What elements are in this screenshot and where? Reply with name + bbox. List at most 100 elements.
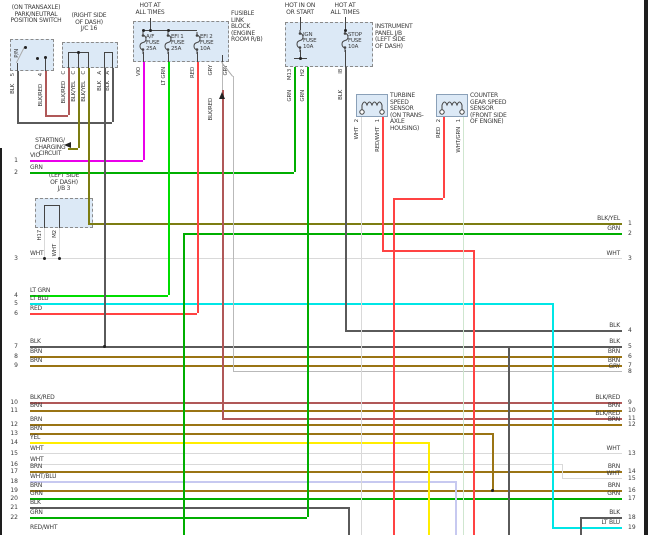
page-border: [0, 148, 2, 535]
left-row-number: 6: [14, 310, 18, 317]
junction-dot: [148, 28, 152, 32]
component-label: (RIGHT SIDE OF DASH) J/C 16: [71, 12, 107, 33]
component-label: (ON TRANSAXLE) PARK/NEUTRAL POSITION SWI…: [10, 4, 62, 25]
left-row-number: 8: [14, 353, 18, 360]
wire-pin-label: C: [81, 71, 87, 75]
left-row-number: 3: [14, 255, 18, 262]
left-row-number: 19: [10, 487, 18, 494]
junction-dot: [141, 28, 145, 32]
wire-pin-label: WHT/GRN: [456, 127, 462, 153]
junction-dot: [57, 256, 61, 260]
left-row-number: 13: [10, 430, 18, 437]
right-wire-label: BLK: [609, 509, 620, 516]
wire-segment: [30, 258, 622, 259]
fuse-icon: [296, 30, 304, 52]
wire-segment: [382, 117, 384, 250]
wire-segment: [30, 433, 492, 435]
left-wire-label: GRN: [30, 164, 43, 171]
wire-segment: [30, 517, 307, 519]
wire-segment: [45, 57, 46, 71]
right-row-number: 7: [628, 362, 632, 369]
fuse-icon: [164, 32, 172, 54]
junction-dot: [23, 45, 27, 49]
component-label: HOT AT ALL TIMES: [330, 2, 360, 16]
wire-segment: [30, 365, 622, 367]
wire-segment: [150, 18, 151, 30]
wire-segment: [30, 402, 622, 404]
right-row-number: 2: [628, 230, 632, 237]
wire-segment: [393, 198, 395, 535]
wire-segment: [78, 68, 80, 148]
wire-segment: [59, 205, 60, 228]
fuse-icon: [341, 30, 349, 52]
wire-segment: [44, 205, 59, 206]
wire-segment: [88, 52, 89, 68]
left-row-number: 1: [14, 157, 18, 164]
junction-dot: [490, 488, 494, 492]
left-row-number: 4: [14, 292, 18, 299]
fuse-label: EFI 1 FUSE 25A: [171, 34, 185, 53]
right-row-number: 9: [628, 399, 632, 406]
wire-segment: [463, 117, 464, 535]
right-row-number: 17: [628, 495, 636, 502]
wire-segment: [222, 90, 224, 418]
left-row-number: 17: [10, 468, 18, 475]
wire-segment: [30, 303, 552, 305]
left-wire-label: WHT/BLU: [30, 473, 57, 480]
wire-segment: [552, 303, 554, 527]
left-row-number: 22: [10, 514, 18, 521]
wire-segment: [580, 517, 622, 519]
left-wire-label: BRN: [30, 463, 43, 470]
wire-segment: [30, 453, 622, 454]
wire-pin-label: C: [61, 71, 67, 75]
wire-pin-label: WHT: [52, 244, 58, 257]
junction-dot: [166, 28, 170, 32]
wire-segment: [104, 52, 105, 68]
wire-segment: [88, 68, 90, 223]
right-row-number: 19: [628, 524, 636, 531]
right-wire-label: BLK: [609, 322, 620, 329]
wire-pin-label: GRN: [287, 90, 293, 102]
wire-pin-label: RED/WHT: [375, 127, 381, 152]
wire-pin-label: BLK/RED: [208, 98, 214, 121]
wire-pin-label: WHT: [354, 127, 360, 140]
left-wire-label: BLK/RED: [30, 394, 55, 401]
wire-segment: [345, 17, 346, 30]
right-wire-label: BLK/YEL: [597, 215, 620, 222]
wire-pin-label: LT GRN: [161, 67, 167, 86]
wire-segment: [473, 250, 475, 535]
wire-pin-label: RED: [190, 67, 196, 78]
wire-segment: [300, 50, 301, 58]
left-row-number: 16: [10, 461, 18, 468]
wire-segment: [30, 356, 622, 358]
right-wire-label: GRY: [608, 363, 621, 370]
wire-segment: [78, 52, 79, 68]
right-wire-label: BRN: [607, 416, 620, 423]
wire-segment: [361, 117, 362, 535]
junction-dot: [343, 28, 347, 32]
wire-segment: [168, 52, 169, 62]
wire-segment: [580, 517, 582, 535]
wire-segment: [88, 223, 622, 225]
wire-segment: [30, 442, 428, 444]
left-wire-label: WHT: [30, 456, 44, 463]
left-wire-label: LT GRN: [30, 287, 51, 294]
wire-pin-label: BLK: [97, 81, 103, 91]
wire-segment: [30, 172, 294, 174]
component-label: HOT AT ALL TIMES: [135, 2, 165, 16]
wire-pin-label: BLK/YEL: [81, 81, 87, 102]
wire-pin-label: M13: [287, 69, 293, 81]
junction-dot: [298, 56, 302, 60]
wire-segment: [104, 68, 106, 346]
right-row-number: 18: [628, 514, 636, 521]
wire-pin-label: C: [71, 71, 77, 75]
wire-segment: [30, 313, 197, 315]
junction-dot: [43, 55, 47, 59]
right-row-number: 10: [628, 407, 636, 414]
wire-segment: [345, 50, 346, 67]
wire-pin-label: 5: [10, 73, 16, 77]
left-wire-label: GRN: [30, 509, 43, 516]
component-label: RED/WHT: [30, 524, 58, 531]
wire-segment: [345, 330, 622, 332]
fuse-label: A/F FUSE 25A: [146, 34, 160, 53]
